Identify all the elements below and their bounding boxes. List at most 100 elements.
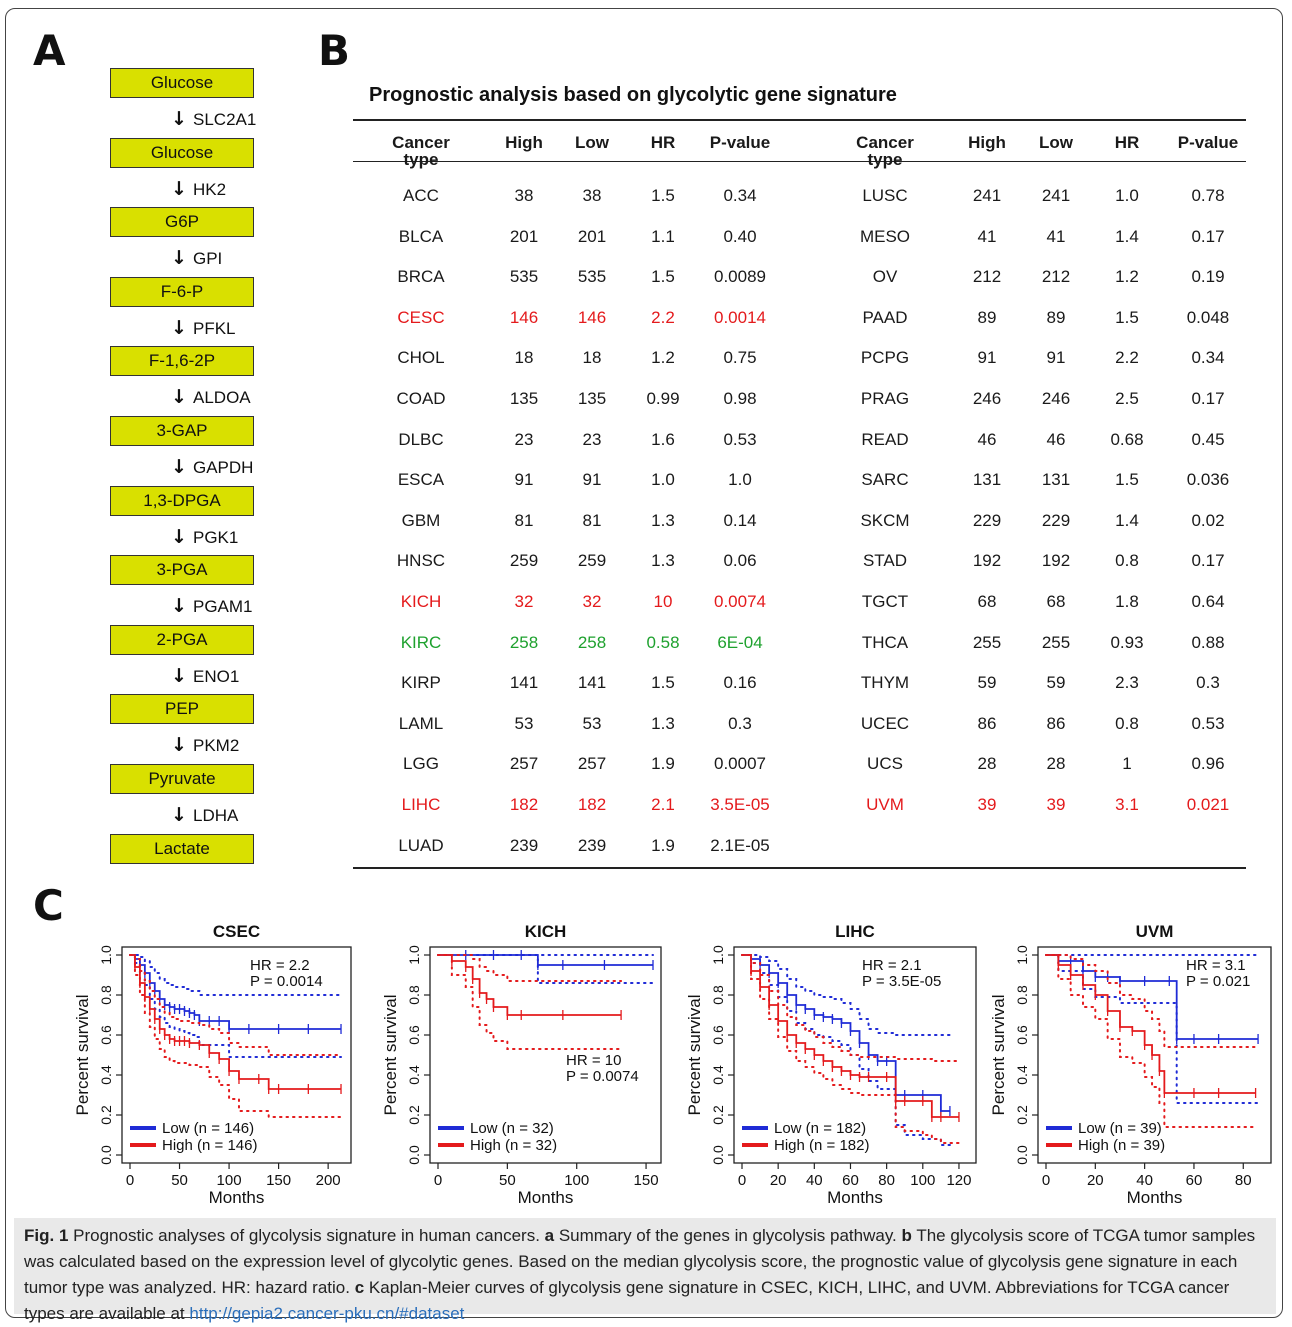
down-arrow-icon: ↓ bbox=[171, 456, 187, 478]
table-cell-type: THCA bbox=[861, 632, 909, 652]
y-tick-label: 1.0 bbox=[98, 945, 114, 965]
figure-caption: Fig. 1 Prognostic analyses of glycolysis… bbox=[14, 1218, 1276, 1323]
column-header: Cancer type bbox=[856, 133, 914, 169]
pathway-metabolite: PEP bbox=[110, 694, 254, 725]
table-cell-hr: 1.5 bbox=[651, 673, 675, 693]
table-cell-p: 1.0 bbox=[728, 470, 752, 490]
enzyme-label: PKM2 bbox=[193, 736, 240, 756]
table-cell-type: PCPG bbox=[860, 348, 910, 368]
caption-b: b bbox=[901, 1226, 912, 1245]
table-cell-p: 0.75 bbox=[723, 348, 757, 368]
table-cell-high: 28 bbox=[977, 754, 997, 774]
table-cell-low: 212 bbox=[1041, 267, 1071, 287]
table-header-rule bbox=[353, 161, 1246, 162]
x-tick-label: 50 bbox=[171, 1172, 188, 1189]
table-cell-type: LGG bbox=[403, 754, 439, 774]
y-tick-label: 0.4 bbox=[710, 1065, 726, 1085]
pathway-enzyme: ↓ SLC2A1 bbox=[171, 110, 256, 129]
x-tick-label: 200 bbox=[316, 1172, 341, 1189]
table-cell-low: 192 bbox=[1041, 551, 1071, 571]
pathway-enzyme: ↓ PKM2 bbox=[171, 736, 239, 755]
table-cell-high: 239 bbox=[509, 835, 539, 855]
column-header: P-value bbox=[1177, 133, 1239, 152]
table-cell-low: 38 bbox=[582, 186, 602, 205]
table-cell-low: 229 bbox=[1041, 510, 1071, 530]
y-tick-label: 0.6 bbox=[406, 1025, 422, 1045]
y-tick-label: 0.2 bbox=[710, 1105, 726, 1125]
enzyme-label: HK2 bbox=[193, 179, 227, 199]
table-cell-hr: 2.2 bbox=[651, 307, 675, 327]
table-cell-high: 86 bbox=[977, 713, 997, 733]
table-cell-p: 0.021 bbox=[1186, 795, 1230, 814]
table-cell-type: KICH bbox=[400, 592, 442, 611]
table-cell-type: PAAD bbox=[862, 307, 908, 327]
survival-curve bbox=[438, 954, 622, 1016]
table-cell-low: 39 bbox=[1046, 795, 1066, 814]
pathway-enzyme: ↓ ENO1 bbox=[171, 666, 239, 686]
hr-annotation: HR = 10 bbox=[566, 1052, 621, 1069]
table-cell-hr: 0.8 bbox=[1115, 551, 1139, 571]
table-cell-p: 0.0089 bbox=[714, 267, 766, 287]
table-cell-high: 46 bbox=[977, 429, 997, 449]
y-tick-label: 0.2 bbox=[98, 1105, 114, 1125]
y-tick-label: 0.8 bbox=[406, 985, 422, 1005]
panel-label-c: C bbox=[33, 881, 64, 930]
confidence-band-lower bbox=[129, 954, 343, 1118]
table-cell-low: 46 bbox=[1046, 429, 1066, 449]
chart-title: KICH bbox=[525, 922, 567, 941]
table-cell-p: 0.17 bbox=[1191, 226, 1225, 246]
pathway-metabolite: Glucose bbox=[110, 68, 254, 98]
pathway-enzyme: ↓ PFKL bbox=[171, 318, 236, 338]
pathway-metabolite: G6P bbox=[110, 207, 254, 238]
table-cell-type: LUSC bbox=[862, 186, 908, 205]
y-tick-label: 0.8 bbox=[1014, 985, 1030, 1005]
confidence-band-upper bbox=[129, 954, 343, 996]
table-cell-type: BRCA bbox=[397, 267, 445, 287]
y-tick-label: 0.8 bbox=[98, 985, 114, 1005]
table-cell-p: 0.53 bbox=[723, 429, 757, 449]
table-cell-p: 0.0007 bbox=[714, 754, 766, 774]
column-header: HR bbox=[1114, 133, 1140, 152]
down-arrow-icon: ↓ bbox=[171, 386, 187, 409]
plot-frame bbox=[121, 946, 352, 1164]
table-cell-high: 535 bbox=[509, 267, 539, 287]
hr-annotation: P = 0.021 bbox=[1186, 973, 1250, 990]
y-axis-label: Percent survival bbox=[989, 995, 1008, 1116]
table-cell-p: 0.14 bbox=[723, 510, 757, 530]
table-cell-low: 246 bbox=[1041, 389, 1071, 408]
table-cell-type: ACC bbox=[403, 186, 439, 205]
pathway-metabolite: F-1,6-2P bbox=[110, 346, 254, 377]
table-cell-hr: 2.3 bbox=[1115, 673, 1139, 693]
hr-annotation: HR = 3.1 bbox=[1186, 957, 1246, 974]
survival-curve bbox=[438, 954, 653, 966]
enzyme-label: ALDOA bbox=[193, 388, 251, 408]
table-cell-type: UVM bbox=[866, 795, 904, 814]
panel-label-a: A bbox=[33, 26, 66, 75]
x-tick-label: 100 bbox=[217, 1172, 242, 1189]
figure-frame bbox=[5, 8, 1283, 1318]
x-tick-label: 150 bbox=[634, 1172, 659, 1189]
table-cell-high: 182 bbox=[509, 795, 539, 814]
table-cell-p: 0.16 bbox=[723, 673, 757, 693]
column-header: P-value bbox=[709, 133, 771, 152]
caption-text-2: Summary of the genes in glycolysis pathw… bbox=[554, 1226, 902, 1245]
table-cell-low: 91 bbox=[1046, 348, 1066, 368]
table-cell-p: 0.98 bbox=[723, 389, 757, 408]
table-cell-hr: 1.3 bbox=[651, 713, 675, 733]
confidence-band-upper bbox=[741, 954, 951, 1036]
table-cell-p: 0.17 bbox=[1191, 389, 1225, 408]
x-tick-label: 100 bbox=[910, 1172, 935, 1189]
legend-label: High (n = 146) bbox=[162, 1137, 257, 1154]
table-cell-hr: 1.5 bbox=[1115, 307, 1139, 327]
caption-link[interactable]: http://gepia2.cancer-pku.cn/#dataset bbox=[189, 1304, 465, 1323]
table-cell-p: 0.34 bbox=[723, 186, 757, 205]
y-tick-label: 0.2 bbox=[1014, 1105, 1030, 1125]
x-axis-label: Months bbox=[1127, 1188, 1183, 1207]
table-cell-type: KIRP bbox=[401, 673, 441, 693]
table-cell-hr: 1.8 bbox=[1115, 592, 1139, 611]
x-tick-label: 100 bbox=[564, 1172, 589, 1189]
y-tick-label: 0.8 bbox=[710, 985, 726, 1005]
table-cell-p: 0.02 bbox=[1191, 510, 1225, 530]
down-arrow-icon: ↓ bbox=[171, 734, 187, 757]
table-cell-hr: 1.2 bbox=[1115, 267, 1139, 287]
